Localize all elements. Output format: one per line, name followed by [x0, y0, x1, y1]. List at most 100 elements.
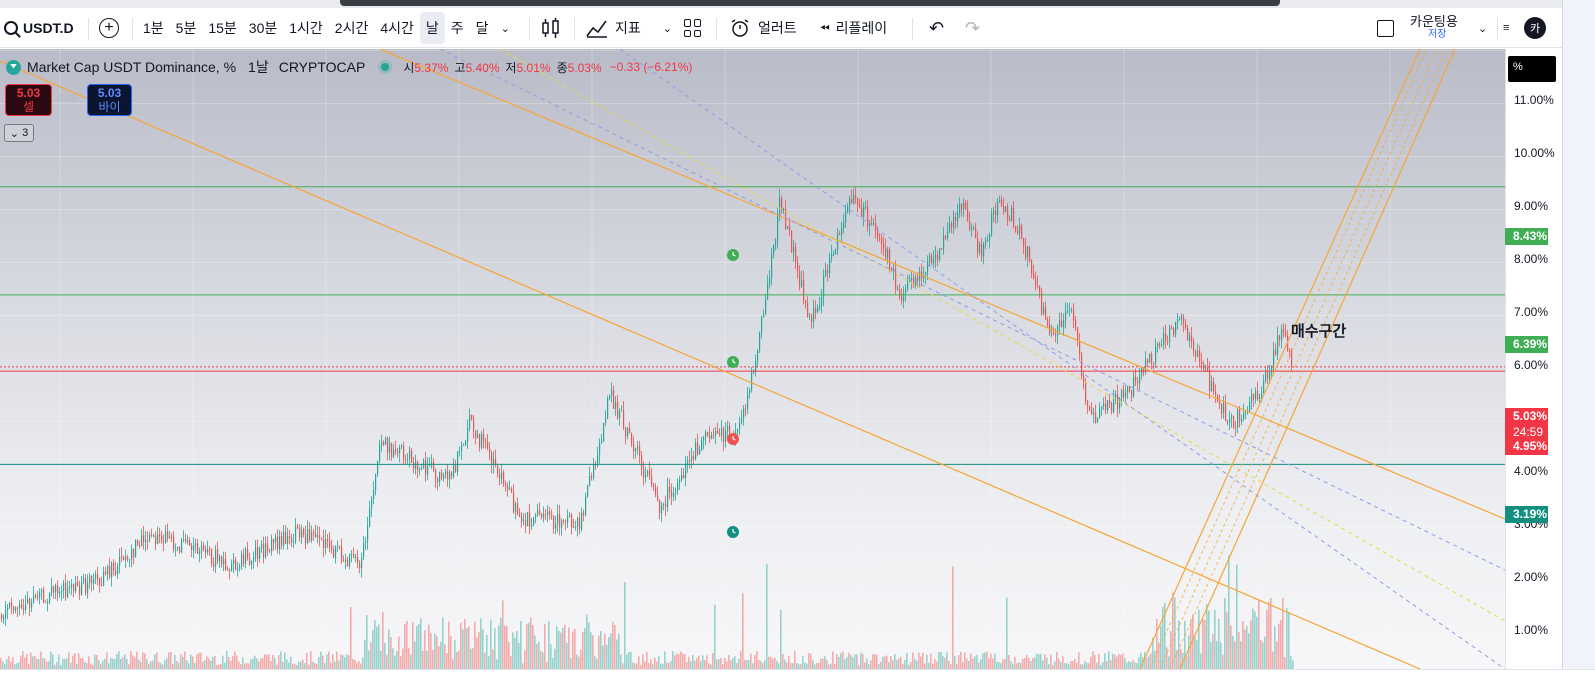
price-chart[interactable]	[0, 49, 1505, 669]
buy-button[interactable]: 5.03 바이	[87, 84, 132, 116]
candle-body	[1093, 412, 1095, 415]
volume-bar	[400, 655, 402, 669]
volume-bar	[632, 662, 634, 669]
undo-button[interactable]: ↶	[929, 8, 944, 48]
interval-4h[interactable]: 4시간	[380, 20, 414, 36]
volume-bar	[962, 662, 964, 669]
volume-bar	[350, 607, 352, 669]
volume-bar	[924, 663, 926, 669]
candle-body	[159, 534, 161, 536]
replay-button[interactable]: ⏪︎ 리플레이	[820, 8, 887, 48]
candle-body	[69, 586, 71, 589]
candle-body	[21, 604, 23, 608]
chart-pane[interactable]	[0, 49, 1505, 669]
volume-bar	[766, 564, 768, 669]
interval-2h[interactable]: 2시간	[334, 20, 369, 36]
candle-body	[1077, 327, 1079, 341]
candle-body	[359, 563, 361, 569]
interval-1h[interactable]: 1시간	[289, 20, 323, 36]
candle-body	[755, 360, 757, 372]
redo-button[interactable]: ↷	[965, 8, 980, 48]
volume-bar	[1040, 653, 1042, 669]
indicator-collapse-toggle[interactable]: ⌄ 3	[4, 124, 34, 142]
candle-body	[1059, 320, 1061, 327]
candle-body	[763, 314, 765, 318]
interval-chevron-down-icon[interactable]: ⌄	[500, 22, 510, 35]
layout-checkbox[interactable]	[1377, 8, 1394, 48]
interval-5m[interactable]: 5분	[175, 20, 197, 36]
volume-bar	[276, 664, 278, 669]
volume-bar	[1202, 619, 1204, 669]
interval-month[interactable]: 달	[475, 20, 489, 36]
candle-body	[949, 223, 951, 231]
volume-bar	[204, 660, 206, 669]
interval-30m[interactable]: 30분	[248, 20, 278, 36]
profile-button[interactable]: 카	[1524, 8, 1546, 48]
volume-bar	[622, 663, 624, 669]
level-label-high[interactable]: 8.43%	[1505, 228, 1548, 245]
volume-bar	[238, 661, 240, 669]
volume-bar	[30, 652, 32, 669]
volume-bar	[1248, 633, 1250, 669]
interval-1m[interactable]: 1분	[143, 20, 164, 36]
candle-body	[433, 461, 435, 470]
candle-body	[943, 235, 945, 250]
level-label-mid[interactable]: 6.39%	[1505, 336, 1548, 353]
candle-body	[581, 512, 583, 530]
alert-price-label[interactable]: 4.95%	[1505, 438, 1548, 455]
volume-bar	[396, 650, 398, 669]
volume-bar	[182, 656, 184, 669]
volume-bar	[592, 635, 594, 669]
candle-body	[1237, 409, 1239, 428]
candle-body	[587, 485, 589, 497]
templates-button[interactable]	[684, 8, 702, 48]
volume-bar	[586, 614, 588, 669]
chart-type-button[interactable]	[541, 8, 561, 48]
level-label-low[interactable]: 3.19%	[1505, 506, 1548, 523]
volume-bar	[614, 624, 616, 669]
candle-body	[1157, 343, 1159, 347]
volume-bar	[558, 630, 560, 669]
candle-body	[403, 445, 405, 459]
undo-icon: ↶	[929, 17, 945, 38]
chevron-down-icon[interactable]: ⌄	[662, 22, 672, 35]
volume-bar	[78, 653, 80, 669]
candle-body	[941, 248, 943, 250]
candle-body	[887, 249, 889, 259]
chart-annotation[interactable]: 매수구간	[1291, 323, 1347, 340]
volume-bar	[248, 663, 250, 669]
divider	[912, 18, 913, 40]
volume-bar	[780, 609, 782, 669]
candle-body	[1085, 381, 1087, 401]
candle-body	[917, 276, 919, 281]
candle-body	[169, 536, 171, 539]
candle-body	[1129, 386, 1131, 391]
candle-body	[435, 469, 437, 479]
sell-button[interactable]: 5.03 셀	[5, 84, 52, 116]
interval-15m[interactable]: 15분	[208, 20, 237, 36]
interval-week[interactable]: 주	[450, 20, 464, 36]
menu-button[interactable]: ≡	[1503, 8, 1509, 48]
candle-body	[531, 524, 533, 527]
candle-body	[485, 440, 487, 442]
layout-menu[interactable]: 카운팅용 저장	[1410, 8, 1458, 48]
volume-bar	[68, 652, 70, 669]
alert-button[interactable]: 얼러트	[730, 8, 797, 48]
candle-body	[477, 434, 479, 439]
candle-body	[193, 545, 195, 550]
volume-bar	[80, 658, 82, 669]
interval-day[interactable]: 날	[419, 12, 445, 44]
layout-chevron[interactable]: ⌄	[1478, 8, 1487, 48]
volume-bar	[244, 663, 246, 669]
candle-body	[249, 558, 251, 565]
volume-bar	[642, 654, 644, 669]
candle-body	[491, 452, 493, 465]
time-scale[interactable]	[0, 669, 1595, 681]
scale-unit-button[interactable]: %	[1508, 56, 1556, 82]
candle-body	[539, 510, 541, 514]
symbol-search[interactable]: USDT.D	[4, 8, 74, 48]
volume-bar	[1088, 663, 1090, 669]
indicators-button[interactable]: 지표 ⌄	[586, 8, 672, 48]
volume-bar	[246, 662, 248, 669]
compare-button[interactable]: +	[99, 8, 119, 48]
